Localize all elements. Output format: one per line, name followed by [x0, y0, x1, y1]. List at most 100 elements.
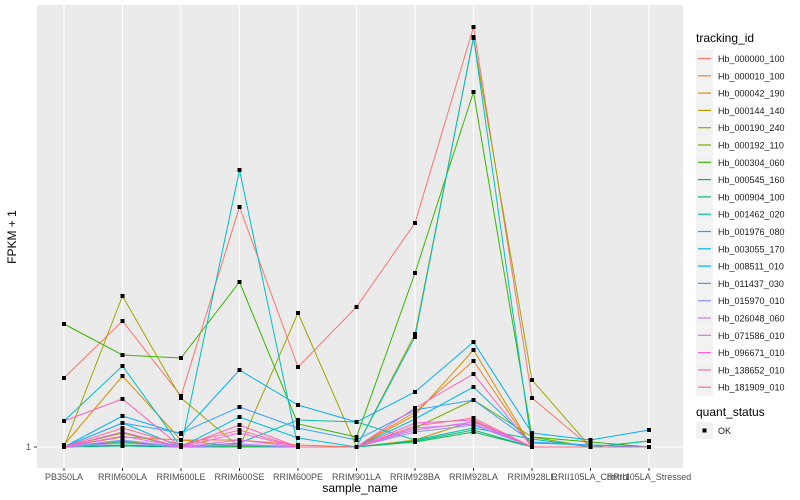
legend-label: Hb_000190_240	[718, 123, 785, 133]
legend-label: Hb_000904_100	[718, 192, 785, 202]
data-point	[413, 438, 417, 442]
data-point	[296, 445, 300, 449]
data-point	[647, 439, 651, 443]
data-point	[120, 374, 125, 378]
shape-legend-title: quant_status	[696, 405, 765, 419]
data-point	[237, 205, 242, 209]
data-point	[413, 424, 417, 428]
x-tick-label: RRIM600SE	[214, 472, 264, 482]
data-point	[120, 438, 125, 442]
data-point	[120, 444, 125, 448]
data-point	[530, 440, 534, 444]
legend-label: Hb_008511_010	[718, 262, 784, 272]
data-point	[471, 426, 476, 430]
data-point	[120, 353, 125, 357]
legend-label: Hb_000000_100	[718, 54, 785, 64]
data-point	[530, 396, 534, 400]
data-point	[120, 430, 125, 434]
data-point	[62, 445, 66, 449]
data-point	[354, 420, 359, 424]
x-tick-label: RRIM600LA	[98, 472, 147, 482]
legend-label: Hb_000304_060	[718, 158, 785, 168]
data-point	[354, 445, 359, 449]
legend-label: Hb_000010_100	[718, 71, 785, 81]
data-point	[296, 365, 300, 369]
y-tick-label: 1	[26, 442, 31, 452]
data-point	[530, 378, 534, 382]
x-tick-label: RRIM928LA	[449, 472, 498, 482]
data-point	[120, 421, 125, 425]
data-point	[530, 445, 534, 449]
data-point	[237, 280, 242, 284]
data-point	[120, 441, 125, 445]
data-point	[179, 443, 183, 447]
data-point	[354, 435, 359, 439]
data-point	[296, 426, 300, 430]
legend-label: Hb_011437_030	[718, 279, 784, 289]
x-tick-label: RRIM600LE	[156, 472, 205, 482]
data-point	[471, 25, 476, 29]
shape-legend-label: OK	[718, 426, 731, 436]
legend-label: Hb_181909_010	[718, 383, 785, 393]
data-point	[120, 397, 125, 401]
data-point	[296, 422, 300, 426]
legend-label: Hb_001462_020	[718, 210, 785, 220]
data-point	[120, 414, 125, 418]
data-point	[471, 398, 476, 402]
legend-label: Hb_000192_110	[718, 141, 784, 151]
data-point	[237, 368, 242, 372]
x-axis-title: sample_name	[322, 481, 398, 495]
data-point	[237, 423, 242, 427]
data-point	[237, 415, 242, 419]
series-points	[62, 25, 651, 449]
data-point	[237, 428, 242, 432]
data-point	[413, 335, 417, 339]
x-tick-label: RRIM600PE	[273, 472, 323, 482]
x-tick-label: RRIM928BA	[390, 472, 440, 482]
data-point	[237, 442, 242, 446]
data-point	[471, 372, 476, 376]
legend-title: tracking_id	[696, 31, 754, 45]
data-point	[237, 168, 242, 172]
data-point	[237, 431, 242, 435]
data-point	[354, 438, 359, 442]
data-point	[120, 426, 125, 430]
data-point	[62, 322, 66, 326]
data-point	[179, 356, 183, 360]
data-point	[179, 431, 183, 435]
data-point	[413, 332, 417, 336]
data-point	[237, 438, 242, 442]
data-point	[647, 428, 651, 432]
data-point	[588, 445, 593, 449]
legend: tracking_id Hb_000000_100 Hb_000010_100 Hb…	[696, 31, 785, 439]
square-point-icon	[702, 428, 707, 433]
x-tick-label: RRII105LA_Stressed	[607, 472, 692, 482]
data-point	[120, 434, 125, 438]
x-tick-label: RRIM901LA	[332, 472, 381, 482]
data-point	[471, 340, 476, 344]
data-point	[296, 436, 300, 440]
data-point	[296, 311, 300, 315]
axes: PB350LA RRIM600LA RRIM600LE RRIM600SE RRIM60…	[26, 442, 691, 482]
data-point	[413, 221, 417, 225]
data-point	[588, 438, 593, 442]
data-point	[471, 35, 476, 39]
legend-label: Hb_026048_060	[718, 314, 785, 324]
data-point	[471, 348, 476, 352]
data-point	[296, 403, 300, 407]
legend-label: Hb_000144_140	[718, 106, 785, 116]
data-point	[179, 396, 183, 400]
x-tick-label: PB350LA	[45, 472, 83, 482]
data-point	[413, 406, 417, 410]
data-point	[120, 294, 125, 298]
data-point	[413, 413, 417, 417]
legend-label: Hb_001976_080	[718, 227, 785, 237]
data-point	[471, 90, 476, 94]
legend-label: Hb_000545_160	[718, 175, 785, 185]
data-point	[120, 364, 125, 368]
data-point	[62, 376, 66, 380]
x-tick-label: RRIM928LE	[507, 472, 556, 482]
legend-label: Hb_015970_010	[718, 296, 785, 306]
data-point	[120, 319, 125, 323]
